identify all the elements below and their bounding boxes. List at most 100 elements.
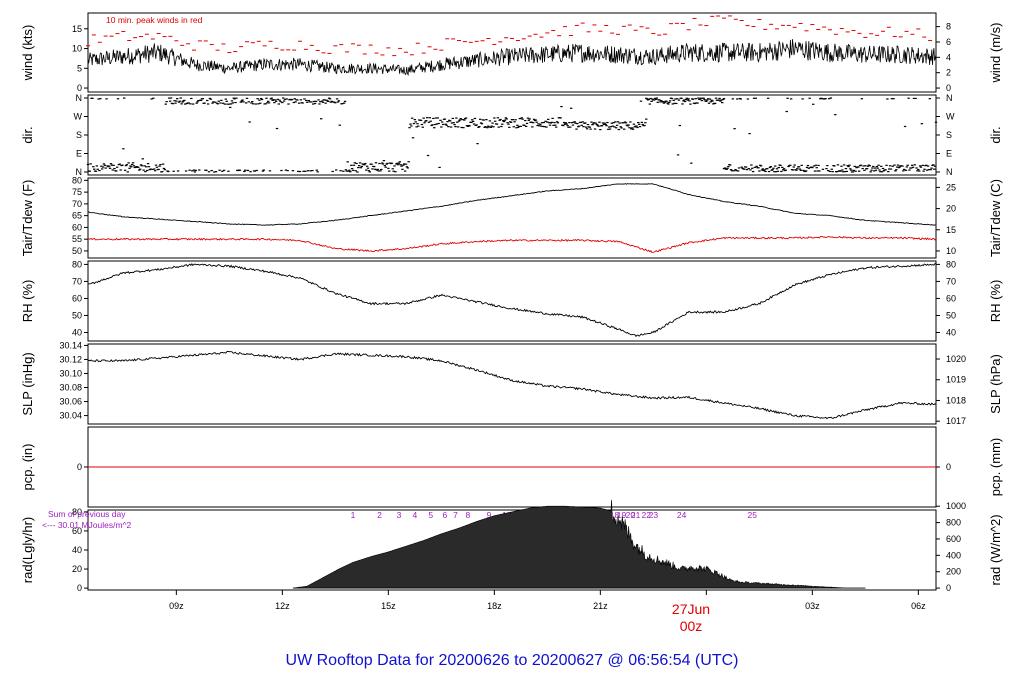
humidity-ytick-label-right: 40 xyxy=(946,327,956,337)
wind-ytick-label-right: 6 xyxy=(946,37,951,47)
temperature-ytick-label-left: 60 xyxy=(72,222,82,232)
radiation-hour-label: 19 xyxy=(617,510,627,520)
precipitation-ytick-label-right: 0 xyxy=(946,462,951,472)
x-tick-label: 18z xyxy=(487,601,502,611)
wind-frame xyxy=(87,12,937,93)
temperature-ytick-label-right: 10 xyxy=(946,246,956,256)
radiation-ytick-label-right: 400 xyxy=(946,550,961,560)
radiation-ytick-label-left: 80 xyxy=(72,507,82,517)
wind-ytick-label-right: 8 xyxy=(946,22,951,32)
precipitation-ytick-label-left: 0 xyxy=(77,462,82,472)
humidity-ytick-label-left: 80 xyxy=(72,259,82,269)
humidity-ytick-label-right: 70 xyxy=(946,276,956,286)
radiation-hour-label: 4 xyxy=(412,510,417,520)
precipitation-ylabel-right: pcp. (mm) xyxy=(988,438,1003,497)
pressure-line xyxy=(87,351,937,420)
radiation-annotation-line1: Sum of previous day xyxy=(48,509,126,519)
radiation-annotation-line2: <--- 30.01 MJoules/m^2 xyxy=(42,520,132,530)
x-axis: 09z 12z 15z 18z 21z 03z 06z xyxy=(169,590,926,611)
direction-ytick-label-left: E xyxy=(76,149,82,159)
x-tick-label: 09z xyxy=(169,601,184,611)
temperature-ytick-label-left: 50 xyxy=(72,246,82,256)
humidity-ytick-label-left: 50 xyxy=(72,310,82,320)
radiation-ytick-label-right: 0 xyxy=(946,583,951,593)
radiation-hour-label: 21 xyxy=(631,510,641,520)
radiation-hour-label: 2 xyxy=(377,510,382,520)
radiation-ytick-label-right: 600 xyxy=(946,534,961,544)
direction-ytick-label-right: E xyxy=(946,149,952,159)
radiation-ytick-label-left: 20 xyxy=(72,564,82,574)
radiation-hour-label: 18 xyxy=(610,510,620,520)
humidity-ytick-label-left: 70 xyxy=(72,276,82,286)
radiation-hour-label: 6 xyxy=(442,510,447,520)
humidity-ytick-label-left: 40 xyxy=(72,327,82,337)
temperature-ytick-label-left: 65 xyxy=(72,211,82,221)
radiation-hour-label: 23 xyxy=(649,510,659,520)
date-marker-hour: 00z xyxy=(680,618,703,634)
humidity-ylabel-left: RH (%) xyxy=(20,280,35,323)
radiation-ytick-label-right: 200 xyxy=(946,567,961,577)
radiation-ytick-label-right: 1000 xyxy=(946,501,966,511)
radiation-hour-label: 3 xyxy=(397,510,402,520)
wind-ytick-label-left: 5 xyxy=(77,63,82,73)
direction-ytick-label-right: W xyxy=(946,112,955,122)
x-tick-label: 12z xyxy=(275,601,290,611)
radiation-hour-label: 25 xyxy=(748,510,758,520)
radiation-area xyxy=(292,499,866,589)
wind-ylabel-right: wind (m/s) xyxy=(988,23,1003,84)
direction-ytick-label-right: N xyxy=(946,93,953,103)
pressure-ytick-label-right: 1018 xyxy=(946,395,966,405)
wind-ytick-label-right: 4 xyxy=(946,52,951,62)
humidity-frame xyxy=(87,260,937,342)
precipitation-ylabel-left: pcp. (in) xyxy=(20,444,35,491)
humidity-ylabel-right: RH (%) xyxy=(988,280,1003,323)
wind-ylabel-left: wind (kts) xyxy=(20,25,35,82)
radiation-ytick-label-right: 800 xyxy=(946,518,961,528)
radiation-ytick-label-left: 0 xyxy=(77,583,82,593)
humidity-ytick-label-right: 50 xyxy=(946,310,956,320)
direction-ytick-label-left: W xyxy=(74,112,83,122)
radiation-hour-label: 1 xyxy=(351,510,356,520)
pressure-ytick-label-right: 1017 xyxy=(946,416,966,426)
temperature-ytick-label-right: 20 xyxy=(946,204,956,214)
pressure-ytick-label-left: 30.10 xyxy=(59,368,82,378)
x-tick-label: 03z xyxy=(805,601,820,611)
radiation-hour-label: 5 xyxy=(428,510,433,520)
air-temperature-line xyxy=(88,183,937,226)
humidity-ytick-label-right: 80 xyxy=(946,259,956,269)
pressure-ylabel-left: SLP (inHg) xyxy=(20,352,35,415)
pressure-frame xyxy=(87,343,937,425)
temperature-ytick-label-left: 75 xyxy=(72,187,82,197)
temperature-ytick-label-right: 15 xyxy=(946,225,956,235)
date-marker-day: 27Jun xyxy=(672,601,710,617)
pressure-ytick-label-left: 30.06 xyxy=(59,397,82,407)
page-title: UW Rooftop Data for 20200626 to 20200627… xyxy=(286,652,739,669)
radiation-ytick-label-left: 60 xyxy=(72,526,82,536)
radiation-hour-label: 9 xyxy=(487,510,492,520)
pressure-ytick-label-left: 30.04 xyxy=(59,411,82,421)
pressure-ytick-label-left: 30.12 xyxy=(59,354,82,364)
temperature-ytick-label-right: 25 xyxy=(946,182,956,192)
direction-ylabel-left: dir. xyxy=(20,126,35,143)
dewpoint-line xyxy=(87,235,937,253)
temperature-ytick-label-left: 55 xyxy=(72,234,82,244)
radiation-panel: rad(Lgly/hr) rad (W/m^2)02040608002004006… xyxy=(20,499,1003,593)
temperature-ytick-label-left: 70 xyxy=(72,199,82,209)
wind-panel: wind (kts) wind (m/s) 0 5 10 15 0 2 4 6 8 10 min. p… xyxy=(20,12,1003,93)
temperature-ytick-label-left: 80 xyxy=(72,175,82,185)
x-tick-label: 06z xyxy=(911,601,926,611)
direction-ytick-label-left: S xyxy=(76,130,82,140)
humidity-ytick-label-right: 60 xyxy=(946,293,956,303)
temperature-ylabel-left: Tair/Tdew (F) xyxy=(20,180,35,257)
direction-frame xyxy=(87,94,937,176)
wind-ytick-label-right: 0 xyxy=(946,83,951,93)
direction-ytick-label-left: N xyxy=(76,93,83,103)
direction-ylabel-right: dir. xyxy=(988,126,1003,143)
pressure-ytick-label-right: 1020 xyxy=(946,354,966,364)
x-tick-label: 15z xyxy=(381,601,396,611)
pressure-ytick-label-left: 30.08 xyxy=(59,383,82,393)
humidity-panel: RH (%) RH (%) 40 50 60 70 80 40 50 60 70 80 xyxy=(20,259,1003,342)
